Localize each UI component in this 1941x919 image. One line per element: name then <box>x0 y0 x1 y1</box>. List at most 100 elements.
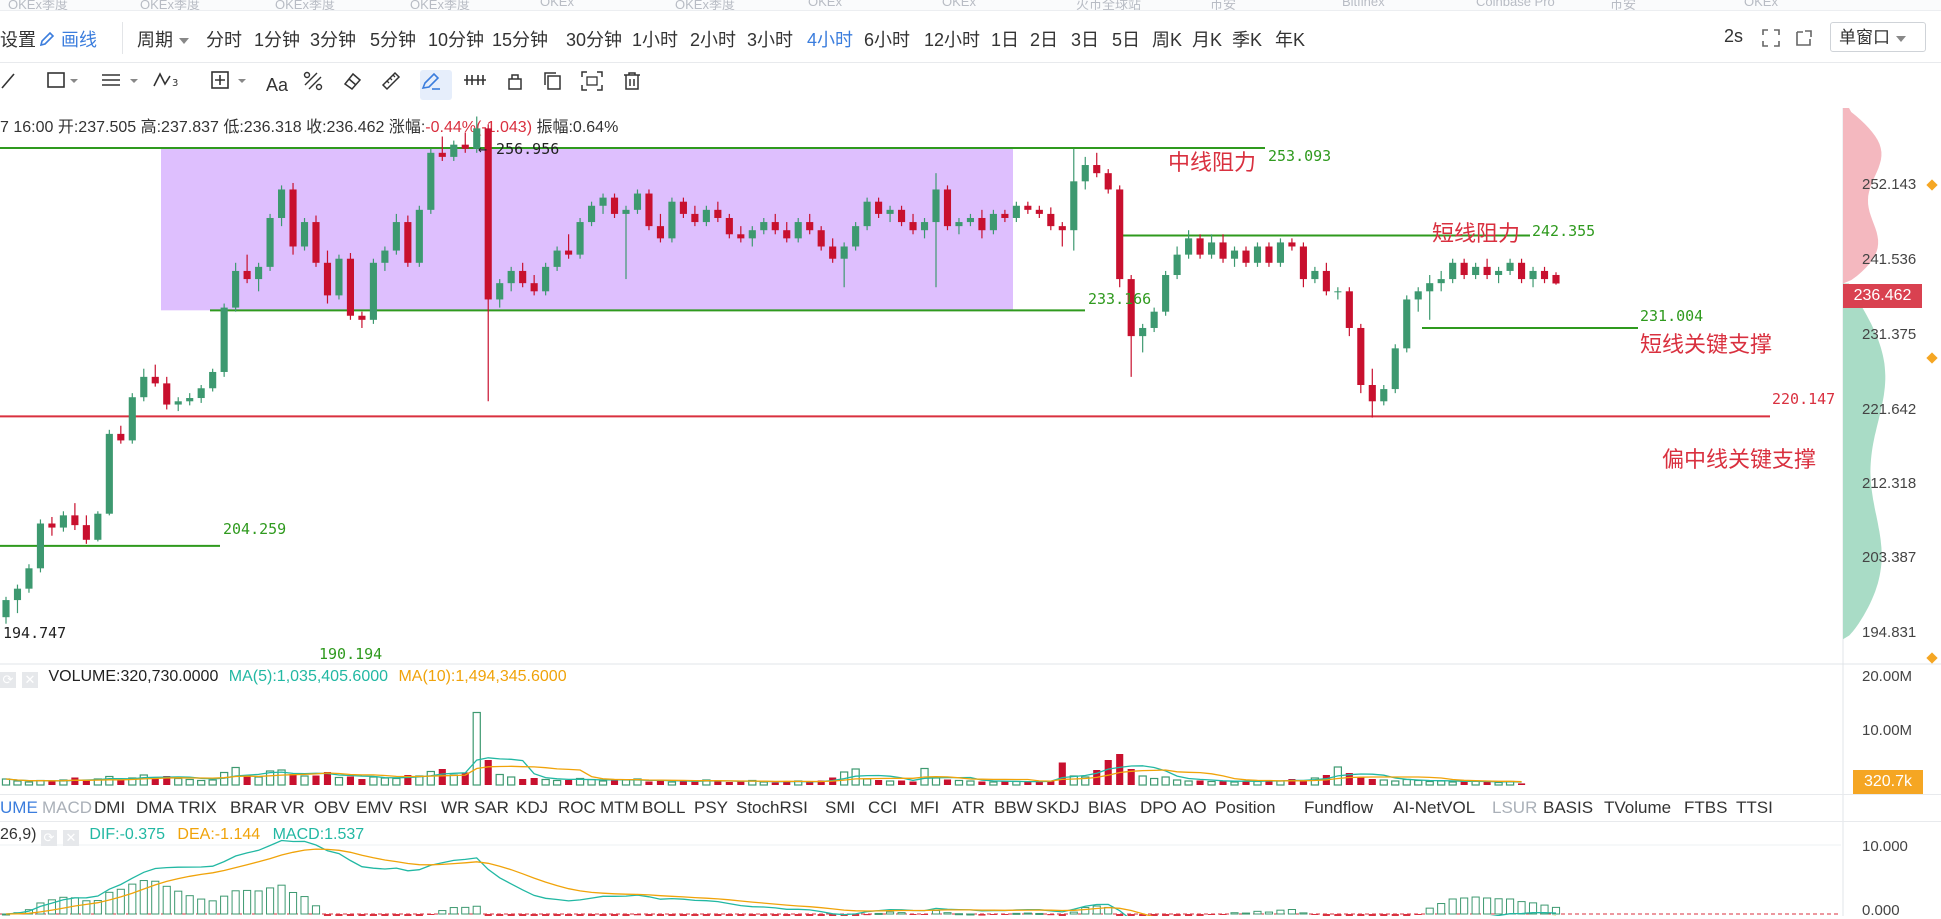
exchange-tab[interactable]: OKEx季度 <box>8 0 68 11</box>
indicator-tab-ttsi[interactable]: TTSI <box>1736 798 1773 817</box>
exchange-tab[interactable]: OKEx季度 <box>275 0 335 11</box>
candle <box>1001 209 1009 223</box>
indicator-tab-mtm[interactable]: MTM <box>600 798 639 817</box>
indicator-tab-rsi[interactable]: RSI <box>399 798 428 817</box>
indicator-tab-kdj[interactable]: KDJ <box>516 798 549 817</box>
interval-17[interactable]: 周K <box>1152 30 1183 50</box>
interval-15[interactable]: 3日 <box>1071 30 1100 50</box>
interval-14[interactable]: 2日 <box>1030 30 1059 50</box>
indicator-tab-atr[interactable]: ATR <box>952 798 985 817</box>
close-icon[interactable]: ✕ <box>22 672 38 688</box>
interval-8[interactable]: 2小时 <box>690 30 737 50</box>
draw-line-button[interactable]: 画线 <box>38 26 97 52</box>
pattern-tool-icon[interactable] <box>302 70 326 100</box>
wave-tool-icon[interactable]: 3 <box>152 70 184 100</box>
interval-19[interactable]: 季K <box>1232 30 1263 50</box>
period-dropdown[interactable]: 周期 <box>137 26 189 52</box>
indicator-tab-position[interactable]: Position <box>1215 798 1276 817</box>
exchange-tab[interactable]: OKEx季度 <box>675 0 735 11</box>
exchange-tab[interactable]: OKEx <box>942 0 976 9</box>
exchange-tab[interactable]: Bitfinex <box>1342 0 1385 9</box>
fullscreen-icon[interactable] <box>1761 28 1781 48</box>
interval-13[interactable]: 1日 <box>991 30 1020 50</box>
refresh-interval[interactable]: 2s <box>1724 26 1744 46</box>
popout-icon[interactable] <box>1794 28 1814 48</box>
indicator-tab-ao[interactable]: AO <box>1182 798 1207 817</box>
text-tool-icon[interactable]: Aa <box>265 74 289 95</box>
brush-tool-icon[interactable] <box>420 70 452 100</box>
indicator-tab-wr[interactable]: WR <box>441 798 470 817</box>
screenshot-tool-icon[interactable] <box>580 70 606 100</box>
indicator-tab-macd[interactable]: MACD <box>42 798 93 817</box>
indicator-tab-bbw[interactable]: BBW <box>994 798 1033 817</box>
indicator-tab-sar[interactable]: SAR <box>474 798 509 817</box>
indicator-tab-vr[interactable]: VR <box>281 798 305 817</box>
indicator-tab-obv[interactable]: OBV <box>314 798 350 817</box>
exchange-tab[interactable]: 币安 <box>1210 0 1237 11</box>
exchange-tab[interactable]: OKEx季度 <box>140 0 200 11</box>
indicator-tab-smi[interactable]: SMI <box>825 798 856 817</box>
indicator-tab-cci[interactable]: CCI <box>868 798 898 817</box>
indicator-tab-roc[interactable]: ROC <box>558 798 596 817</box>
chain-tool-icon[interactable] <box>462 70 492 100</box>
interval-9[interactable]: 3小时 <box>747 30 794 50</box>
refresh-icon[interactable]: ⟳ <box>40 830 57 846</box>
exchange-tab[interactable]: Coinbase Pro <box>1476 0 1555 9</box>
window-mode-select[interactable]: 单窗口 <box>1830 22 1926 52</box>
interval-3[interactable]: 5分钟 <box>370 30 417 50</box>
indicator-tab-ai-netvol[interactable]: AI-NetVOL <box>1393 798 1476 817</box>
interval-10[interactable]: 4小时 <box>807 30 854 50</box>
indicator-tab-stochrsi[interactable]: StochRSI <box>736 798 808 817</box>
rect-tool-icon[interactable] <box>46 70 84 100</box>
settings-button[interactable]: 设置 <box>0 30 36 50</box>
interval-16[interactable]: 5日 <box>1112 30 1141 50</box>
indicator-tab-boll[interactable]: BOLL <box>642 798 686 817</box>
indicator-tab-ume[interactable]: UME <box>0 798 38 817</box>
indicator-tab-ftbs[interactable]: FTBS <box>1684 798 1728 817</box>
exchange-tab[interactable]: OKEx季度 <box>410 0 470 11</box>
candle-body <box>36 523 45 569</box>
indicator-tab-brar[interactable]: BRAR <box>230 798 278 817</box>
lock-tool-icon[interactable] <box>505 70 527 100</box>
indicator-tab-dmi[interactable]: DMI <box>94 798 126 817</box>
indicator-tab-emv[interactable]: EMV <box>356 798 393 817</box>
indicator-tab-skdj[interactable]: SKDJ <box>1036 798 1080 817</box>
exchange-tab[interactable]: OKEx <box>808 0 842 9</box>
macd-histogram-bar <box>794 914 802 916</box>
interval-1[interactable]: 1分钟 <box>254 30 301 50</box>
indicator-tab-tvolume[interactable]: TVolume <box>1604 798 1672 817</box>
indicator-tab-dma[interactable]: DMA <box>136 798 174 817</box>
interval-2[interactable]: 3分钟 <box>310 30 357 50</box>
copy-tool-icon[interactable] <box>542 70 564 100</box>
indicator-tab-bias[interactable]: BIAS <box>1088 798 1127 817</box>
indicator-tab-mfi[interactable]: MFI <box>910 798 940 817</box>
line-tool-icon[interactable] <box>0 70 22 100</box>
interval-0[interactable]: 分时 <box>206 30 242 50</box>
indicator-tab-trix[interactable]: TRIX <box>178 798 217 817</box>
exchange-tab[interactable]: 币安 <box>1610 0 1637 11</box>
fib-tool-icon[interactable] <box>100 70 142 100</box>
exchange-tab[interactable]: 火币全球站 <box>1076 0 1142 11</box>
interval-4[interactable]: 10分钟 <box>428 30 485 50</box>
interval-5[interactable]: 15分钟 <box>492 30 549 50</box>
refresh-icon[interactable]: ⟳ <box>0 672 16 688</box>
interval-7[interactable]: 1小时 <box>632 30 679 50</box>
interval-11[interactable]: 6小时 <box>864 30 911 50</box>
indicator-tab-lsur[interactable]: LSUR <box>1492 798 1538 817</box>
trash-tool-icon[interactable] <box>621 70 643 100</box>
exchange-tab[interactable]: OKEx <box>1744 0 1778 9</box>
exchange-tab[interactable]: OKEx <box>540 0 574 9</box>
close-icon[interactable]: ✕ <box>62 830 79 846</box>
eraser-tool-icon[interactable] <box>341 70 365 100</box>
ruler-tool-icon[interactable] <box>380 70 404 100</box>
indicator-tab-fundflow[interactable]: Fundflow <box>1304 798 1373 817</box>
interval-18[interactable]: 月K <box>1192 30 1223 50</box>
interval-12[interactable]: 12小时 <box>924 30 981 50</box>
interval-20[interactable]: 年K <box>1275 30 1306 50</box>
indicator-tab-dpo[interactable]: DPO <box>1140 798 1177 817</box>
measure-tool-icon[interactable] <box>210 70 252 100</box>
indicator-tab-basis[interactable]: BASIS <box>1543 798 1594 817</box>
indicator-tab-psy[interactable]: PSY <box>694 798 729 817</box>
interval-6[interactable]: 30分钟 <box>566 30 623 50</box>
